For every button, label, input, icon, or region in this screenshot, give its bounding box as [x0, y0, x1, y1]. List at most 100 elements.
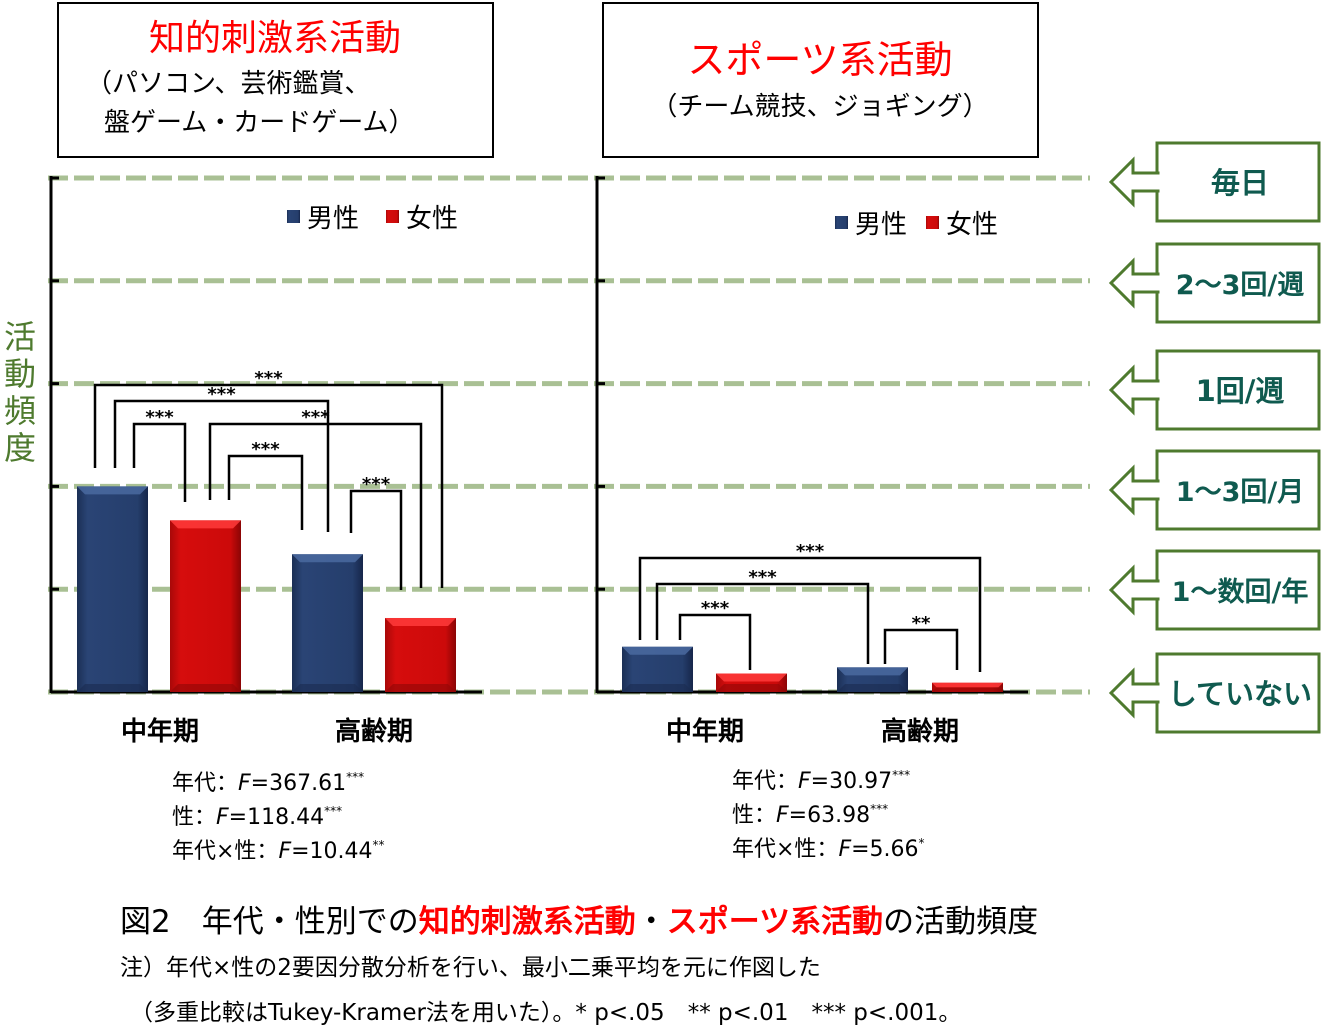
- left-arrow-icon: [1108, 564, 1160, 616]
- bar-female-middle-age: [170, 520, 241, 692]
- stat-symbol: F: [278, 839, 291, 864]
- significance-bracket: **: [883, 613, 959, 670]
- stat-symbol: F: [216, 805, 229, 830]
- left-subtitle-line-2: 盤ゲーム・カードゲーム）: [104, 108, 414, 138]
- frequency-level-label: 毎日: [1108, 141, 1321, 223]
- legend-label-female: 女性: [406, 204, 458, 234]
- significance-label: ***: [254, 368, 283, 389]
- stat-symbol: F: [776, 803, 789, 828]
- bar-female-middle-age: [716, 673, 787, 692]
- bar-female-elderly: [385, 617, 456, 692]
- significance-label: ***: [301, 407, 330, 428]
- significance-bracket: ***: [93, 368, 444, 588]
- caption-text: ・: [636, 904, 667, 940]
- legend-swatch-female: [386, 210, 399, 223]
- significance-label: ***: [796, 541, 825, 562]
- bar-male-middle-age: [622, 646, 693, 692]
- stat-label: 年代×性：: [172, 839, 278, 864]
- frequency-level-text: していない: [1168, 677, 1312, 711]
- frequency-level-text: 毎日: [1211, 166, 1269, 200]
- significance-label: **: [912, 613, 931, 634]
- y-axis-label: 活動頻度: [4, 318, 36, 467]
- stat-significance: ***: [870, 802, 888, 816]
- stat-symbol: F: [798, 769, 811, 794]
- anova-stat: 年代：F=30.97***: [732, 768, 910, 794]
- significance-label: ***: [251, 439, 280, 460]
- caption-note-line-2: （多重比較はTukey-Kramer法を用いた）。* p<.05 ** p<.0…: [130, 1000, 961, 1026]
- right-title-box: スポーツ系活動 （チーム競技、ジョギング）: [602, 2, 1039, 158]
- frequency-level-text: 1回/週: [1196, 374, 1285, 408]
- frequency-level-label: 1回/週: [1108, 349, 1321, 431]
- significance-bracket: ***: [349, 474, 403, 590]
- stat-value: =5.66: [851, 837, 918, 862]
- significance-bracket: ***: [113, 384, 330, 532]
- left-title: 知的刺激系活動: [149, 18, 401, 59]
- stat-value: =367.61: [251, 771, 346, 796]
- frequency-level-label: 1～3回/月: [1108, 449, 1321, 531]
- x-tick-label: 中年期: [121, 716, 199, 747]
- legend-left: 男性 女性: [287, 204, 458, 234]
- intellectual-activity-chart: ********* *********中年期 高齢期年代：F=367.61***性：…: [49, 176, 482, 864]
- frequency-level-label: 1～数回/年: [1108, 549, 1321, 631]
- stat-significance: ***: [346, 770, 364, 784]
- stat-label: 年代：: [732, 769, 798, 794]
- y-axis-label-char: 活: [4, 318, 36, 356]
- anova-stat: 性：F=118.44***: [172, 804, 342, 830]
- bar-female-elderly: [932, 682, 1003, 692]
- significance-bracket: ***: [678, 598, 752, 670]
- legend-label-male: 男性: [307, 204, 359, 234]
- right-title: スポーツ系活動: [687, 38, 952, 82]
- caption-text: 図2 年代・性別での: [120, 904, 419, 940]
- legend-label-female: 女性: [946, 210, 998, 240]
- y-axis-label-char: 頻: [4, 392, 36, 430]
- left-arrow-icon: [1108, 667, 1160, 719]
- significance-label: ***: [207, 384, 236, 405]
- stat-value: =118.44: [229, 805, 324, 830]
- caption-highlight: スポーツ系活動: [667, 904, 883, 940]
- caption-text: の活動頻度: [883, 904, 1038, 940]
- frequency-level-text: 1～3回/月: [1176, 477, 1304, 508]
- significance-label: ***: [701, 598, 730, 619]
- legend-swatch-male: [835, 216, 848, 229]
- left-arrow-icon: [1108, 364, 1160, 416]
- legend-swatch-male: [287, 210, 300, 223]
- significance-label: ***: [145, 407, 174, 428]
- significance-label: ***: [362, 474, 391, 495]
- stat-label: 性：: [732, 803, 776, 828]
- significance-bracket: ***: [227, 439, 304, 530]
- y-axis-label-char: 動: [4, 355, 36, 393]
- figure-caption: 図2 年代・性別での知的刺激系活動・スポーツ系活動の活動頻度: [120, 904, 1038, 940]
- stat-value: =10.44: [291, 839, 372, 864]
- caption-highlight: 知的刺激系活動: [419, 904, 636, 940]
- significance-label: ***: [748, 567, 777, 588]
- legend-right: 男性 女性: [835, 210, 998, 240]
- stat-value: =63.98: [789, 803, 870, 828]
- bar-male-elderly: [292, 554, 363, 692]
- stat-significance: **: [373, 838, 385, 852]
- left-title-box: 知的刺激系活動 （パソコン、芸術鑑賞、 盤ゲーム・カードゲーム）: [57, 2, 494, 158]
- bar-male-elderly: [837, 667, 908, 692]
- x-tick-label: 高齢期: [881, 716, 959, 747]
- caption-note-line-1: 注）年代×性の2要因分散分析を行い、最小二乗平均を元に作図した: [120, 955, 821, 981]
- significance-bracket: ***: [208, 407, 423, 588]
- frequency-level-labels: していない 1～数回/年 1～3回/月 1回/週 2～3回/週毎日: [1108, 141, 1321, 734]
- anova-stat: 年代×性：F=10.44**: [172, 838, 385, 864]
- legend-swatch-female: [926, 216, 939, 229]
- frequency-level-text: 1～数回/年: [1172, 576, 1309, 608]
- stat-significance: *: [919, 836, 925, 850]
- significance-bracket: ***: [655, 567, 870, 664]
- stat-value: =30.97: [811, 769, 892, 794]
- frequency-level-label: していない: [1108, 652, 1321, 734]
- frequency-level-text: 2～3回/週: [1176, 270, 1304, 301]
- stat-significance: ***: [892, 768, 910, 782]
- significance-bracket: ***: [638, 541, 982, 672]
- left-arrow-icon: [1108, 464, 1160, 516]
- significance-bracket: ***: [132, 407, 187, 502]
- anova-stat: 年代×性：F=5.66*: [732, 836, 925, 862]
- stat-significance: ***: [324, 804, 342, 818]
- sports-activity-chart: ***********中年期 高齢期年代：F=30.97***性：F=63.98*…: [595, 176, 1028, 862]
- left-arrow-icon: [1108, 257, 1160, 309]
- anova-stat: 性：F=63.98***: [732, 802, 888, 828]
- left-arrow-icon: [1108, 156, 1160, 208]
